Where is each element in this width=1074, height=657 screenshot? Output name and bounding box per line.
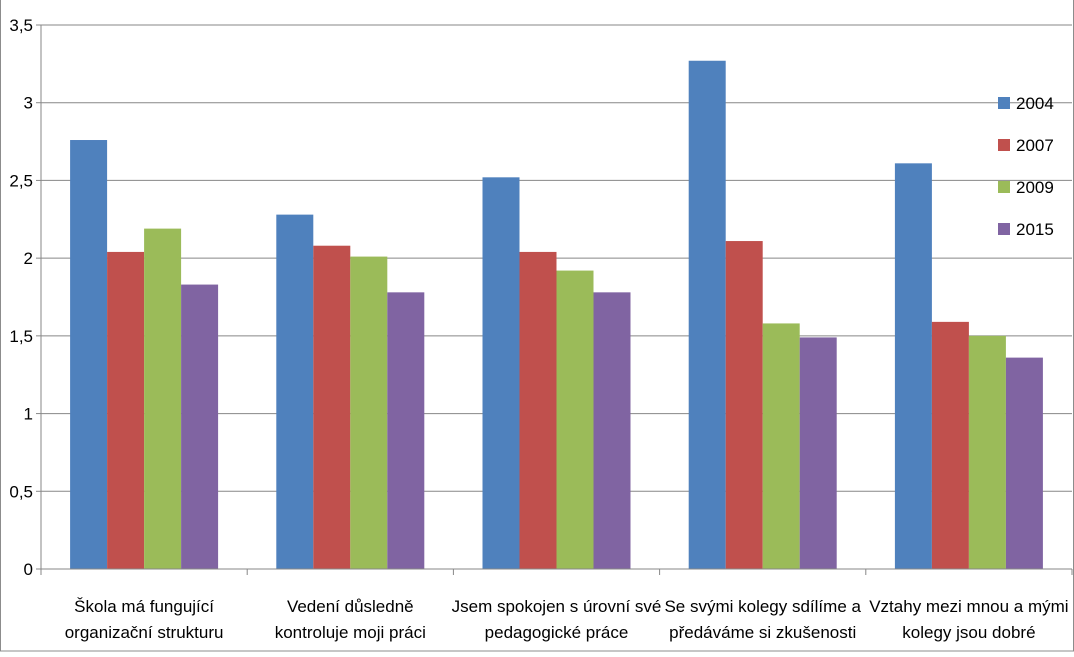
legend-swatch-2009 (998, 181, 1010, 193)
bar-2015 (799, 337, 837, 569)
legend-swatch-2007 (998, 139, 1010, 151)
x-tick-label: Se svými kolegy sdílíme a (664, 597, 861, 616)
bar-2007 (725, 241, 763, 569)
legend-swatch-2015 (998, 223, 1010, 235)
bar-2004 (688, 60, 726, 570)
bar-2004 (894, 163, 932, 569)
bar-2009 (144, 228, 182, 569)
x-tick-label: Jsem spokojen s úrovní své (452, 597, 662, 616)
x-tick-label: organizační strukturu (65, 623, 224, 642)
bar-2015 (181, 284, 219, 569)
x-tick-label: Vedení důsledně (287, 597, 414, 616)
bar-2004 (482, 177, 520, 569)
bar-2007 (519, 251, 557, 569)
bar-2015 (593, 292, 631, 569)
x-tick-label: Škola má fungující (74, 597, 214, 616)
bar-2004 (276, 214, 314, 569)
x-tick-label: Vztahy mezi mnou a mými (869, 597, 1068, 616)
legend-label: 2009 (1016, 178, 1054, 197)
y-tick-label: 3 (24, 94, 33, 113)
bars (70, 60, 1043, 570)
y-tick-label: 0,5 (9, 482, 33, 501)
bar-2015 (1005, 357, 1043, 569)
legend-label: 2015 (1016, 220, 1054, 239)
bar-2007 (931, 321, 969, 569)
y-tick-label: 2,5 (9, 171, 33, 190)
legend-label: 2007 (1016, 136, 1054, 155)
legend: 2004 2007 2009 2015 (998, 94, 1054, 239)
x-tick-label: kontroluje moji práci (275, 623, 426, 642)
x-tick-label: kolegy jsou dobré (902, 623, 1035, 642)
y-tick-label: 2 (24, 249, 33, 268)
bar-2007 (107, 251, 145, 569)
bar-2009 (762, 323, 800, 569)
y-tick-label: 0 (24, 560, 33, 579)
bar-2009 (350, 256, 388, 569)
x-tick-label: pedagogické práce (485, 623, 629, 642)
axes: 0 0,5 1 1,5 2 2,5 3 3,5 Škola má fungující organi… (9, 16, 1073, 642)
bar-2004 (70, 140, 108, 569)
x-tick-label: předáváme si zkušenosti (669, 623, 856, 642)
bar-2007 (313, 245, 351, 570)
y-tick-label: 1 (24, 405, 33, 424)
y-tick-label: 3,5 (9, 16, 33, 35)
legend-swatch-2004 (998, 97, 1010, 109)
legend-label: 2004 (1016, 94, 1054, 113)
bar-2009 (556, 270, 594, 569)
y-tick-label: 1,5 (9, 327, 33, 346)
bar-2009 (968, 335, 1006, 569)
bar-2015 (387, 292, 425, 569)
